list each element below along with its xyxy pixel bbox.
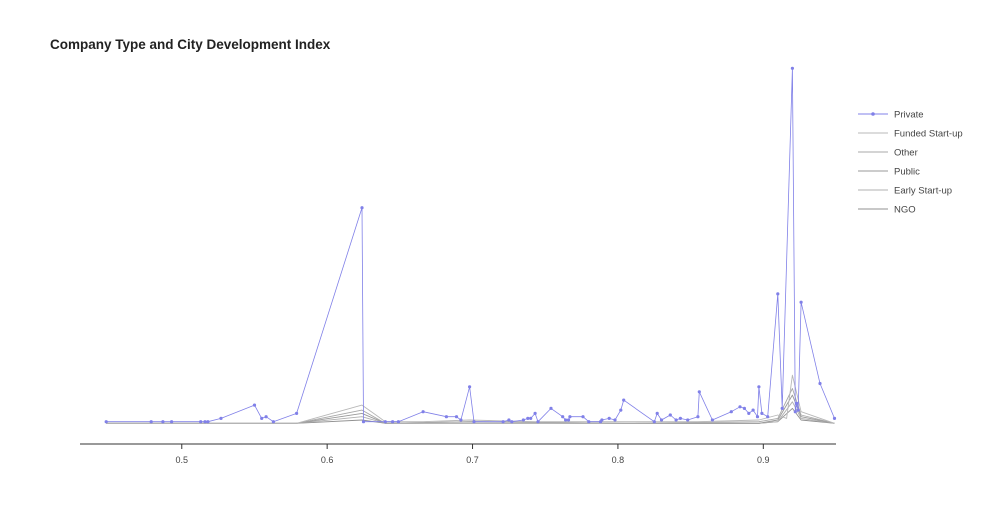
data-point-private	[536, 420, 540, 424]
data-point-private	[751, 408, 755, 412]
data-point-private	[396, 420, 400, 424]
data-point-private	[776, 292, 780, 296]
legend-marker-private	[871, 112, 875, 116]
data-point-private	[391, 420, 395, 424]
data-point-private	[652, 420, 656, 424]
data-point-private	[472, 420, 476, 424]
data-point-private	[295, 411, 299, 415]
data-point-private	[568, 415, 572, 419]
data-point-private	[587, 420, 591, 424]
data-point-private	[564, 418, 568, 422]
data-point-private	[607, 416, 611, 420]
data-point-private	[790, 66, 795, 70]
data-point-private	[686, 418, 690, 422]
data-point-private	[760, 411, 764, 415]
legend-label-early-start-up: Early Start-up	[894, 186, 952, 197]
data-point-private	[271, 420, 275, 424]
data-point-private	[755, 415, 760, 419]
data-point-private	[203, 420, 207, 424]
data-point-private	[742, 406, 747, 410]
data-point-private	[566, 418, 571, 422]
data-point-private	[468, 385, 472, 389]
data-point-private	[799, 300, 803, 304]
data-point-private	[766, 415, 770, 419]
data-point-private	[454, 415, 459, 419]
data-point-private	[696, 415, 700, 419]
legend-label-private: Private	[894, 110, 924, 121]
x-axis: 0.5 0.6 0.7 0.8 0.9	[80, 443, 836, 465]
data-point-private	[549, 406, 553, 410]
data-point-private	[252, 403, 257, 407]
legend-label-public: Public	[894, 167, 920, 178]
data-point-private	[622, 398, 626, 402]
data-point-private	[199, 420, 203, 424]
data-point-private	[507, 418, 511, 422]
data-point-private	[793, 410, 797, 414]
data-point-private	[818, 381, 822, 386]
legend-label-funded-start-up: Funded Start-up	[894, 129, 963, 140]
data-point-private	[795, 401, 799, 405]
data-point-private	[668, 413, 672, 417]
data-point-private	[655, 411, 659, 415]
data-point-private	[659, 418, 664, 422]
data-point-private	[674, 418, 678, 422]
data-point-private	[219, 416, 223, 420]
data-point-private	[459, 418, 463, 422]
data-point-private	[383, 420, 387, 424]
x-tick-label: 0.9	[757, 455, 770, 465]
data-point-private	[444, 415, 448, 419]
series-line-public	[106, 394, 835, 424]
legend-label-other: Other	[894, 148, 918, 159]
data-point-private	[747, 411, 751, 415]
data-point-private	[738, 405, 742, 409]
plot-area	[104, 66, 837, 424]
data-point-private	[264, 415, 268, 419]
data-point-private	[561, 415, 565, 419]
data-point-private	[533, 411, 537, 415]
data-point-private	[619, 408, 623, 412]
data-point-private	[421, 410, 425, 414]
data-point-private	[361, 420, 366, 424]
data-point-private	[832, 416, 837, 420]
x-tick-label: 0.5	[176, 455, 189, 465]
data-point-private	[729, 410, 733, 414]
data-point-private	[501, 420, 505, 424]
data-point-private	[697, 390, 701, 394]
chart-title: Company Type and City Development Index	[50, 37, 331, 52]
data-point-private	[526, 416, 530, 420]
data-point-private	[613, 418, 617, 422]
x-tick-label: 0.6	[321, 455, 334, 465]
data-point-private	[206, 420, 210, 424]
data-point-private	[521, 418, 526, 422]
data-point-private	[678, 416, 683, 420]
data-point-private	[161, 420, 165, 424]
data-point-private	[260, 416, 264, 420]
series-line-funded-start-up	[106, 374, 835, 424]
data-point-private	[710, 418, 715, 422]
x-tick-label: 0.7	[466, 455, 479, 465]
data-point-private	[510, 420, 514, 424]
data-point-private	[757, 385, 761, 389]
data-point-private	[149, 420, 153, 424]
legend: Private Funded Start-up Other Public Early S…	[858, 110, 963, 216]
data-point-private	[529, 416, 533, 420]
data-point-private	[360, 206, 364, 210]
data-point-private	[170, 420, 174, 424]
legend-label-ngo: NGO	[894, 205, 916, 216]
data-point-private	[796, 408, 800, 412]
data-point-private	[600, 418, 604, 422]
data-point-private	[581, 415, 585, 419]
data-point-private	[104, 420, 108, 424]
x-tick-label: 0.8	[612, 455, 625, 465]
series-line-private	[106, 67, 835, 423]
data-point-private	[780, 406, 784, 410]
